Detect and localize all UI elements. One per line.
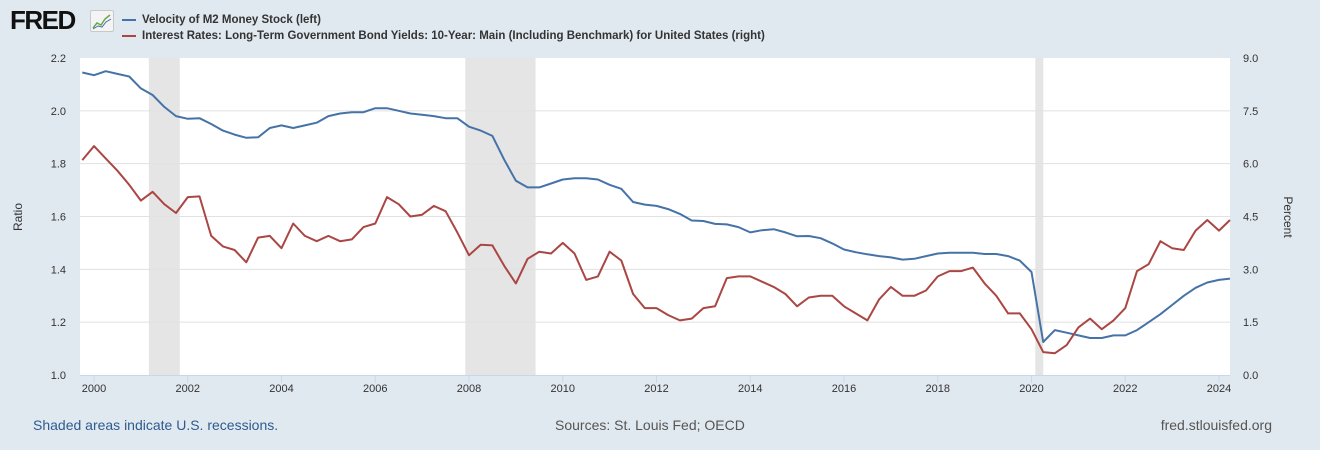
legend-label: Interest Rates: Long-Term Government Bon… <box>142 30 765 42</box>
series-line-m2-velocity <box>82 70 1231 343</box>
x-tick-label: 2022 <box>1113 383 1137 395</box>
y-tick-label-left: 1.2 <box>51 317 66 329</box>
gridlines <box>80 110 1230 323</box>
sources-text: Sources: St. Louis Fed; OECD <box>555 417 745 433</box>
legend: Velocity of M2 Money Stock (left) Intere… <box>122 12 765 44</box>
x-tick-label: 2024 <box>1207 383 1231 395</box>
x-tick-label: 2006 <box>363 383 387 395</box>
recession-note: Shaded areas indicate U.S. recessions. <box>33 417 279 433</box>
site-link[interactable]: fred.stlouisfed.org <box>1160 417 1272 433</box>
fred-logo[interactable]: FRED <box>10 5 76 35</box>
y-tick-label-left: 1.6 <box>51 212 66 224</box>
y-tick-label-right: 9.0 <box>1243 53 1258 65</box>
y-tick-label-right: 0.0 <box>1243 370 1258 382</box>
x-axis: 2000 2002 2004 2006 2008 2010 2012 2014 2016 2018… <box>80 375 1231 395</box>
x-tick-label: 2000 <box>82 383 106 395</box>
y-tick-label-right: 3.0 <box>1243 264 1258 276</box>
y-tick-label-right: 6.0 <box>1243 159 1258 171</box>
y-tick-label-left: 1.8 <box>51 159 66 171</box>
y-tick-label-left: 1.4 <box>51 264 66 276</box>
y-tick-label-left: 1.0 <box>51 370 66 382</box>
y-tick-label-right: 4.5 <box>1243 212 1258 224</box>
legend-swatch-red <box>122 35 136 37</box>
x-tick-label: 2014 <box>738 383 762 395</box>
x-tick-label: 2018 <box>926 383 950 395</box>
x-tick-label: 2002 <box>176 383 200 395</box>
y-tick-label-left: 2.0 <box>51 106 66 118</box>
legend-swatch-blue <box>122 19 136 21</box>
y-tick-label-left: 2.2 <box>51 53 66 65</box>
x-tick-label: 2008 <box>457 383 481 395</box>
y-axis-label-right: Percent <box>1281 196 1295 238</box>
y-axis-label-left: Ratio <box>11 203 25 231</box>
x-tick-label: 2012 <box>644 383 668 395</box>
series-line-10y-yield <box>81 145 1231 355</box>
line-chart-icon <box>90 10 114 32</box>
legend-item-10y-yield[interactable]: Interest Rates: Long-Term Government Bon… <box>122 28 765 44</box>
x-tick-label: 2010 <box>551 383 575 395</box>
y-tick-label-right: 7.5 <box>1243 106 1258 118</box>
x-tick-label: 2016 <box>832 383 856 395</box>
y-tick-label-right: 1.5 <box>1243 317 1258 329</box>
series-lines <box>81 70 1231 355</box>
x-tick-label: 2020 <box>1019 383 1043 395</box>
x-tick-label: 2004 <box>269 383 293 395</box>
legend-label: Velocity of M2 Money Stock (left) <box>142 14 321 26</box>
y-axis-right: 0.0 1.5 3.0 4.5 6.0 7.5 9.0 <box>1243 53 1258 382</box>
legend-item-m2v[interactable]: Velocity of M2 Money Stock (left) <box>122 12 765 28</box>
y-axis-left: 1.0 1.2 1.4 1.6 1.8 2.0 2.2 <box>51 53 66 382</box>
